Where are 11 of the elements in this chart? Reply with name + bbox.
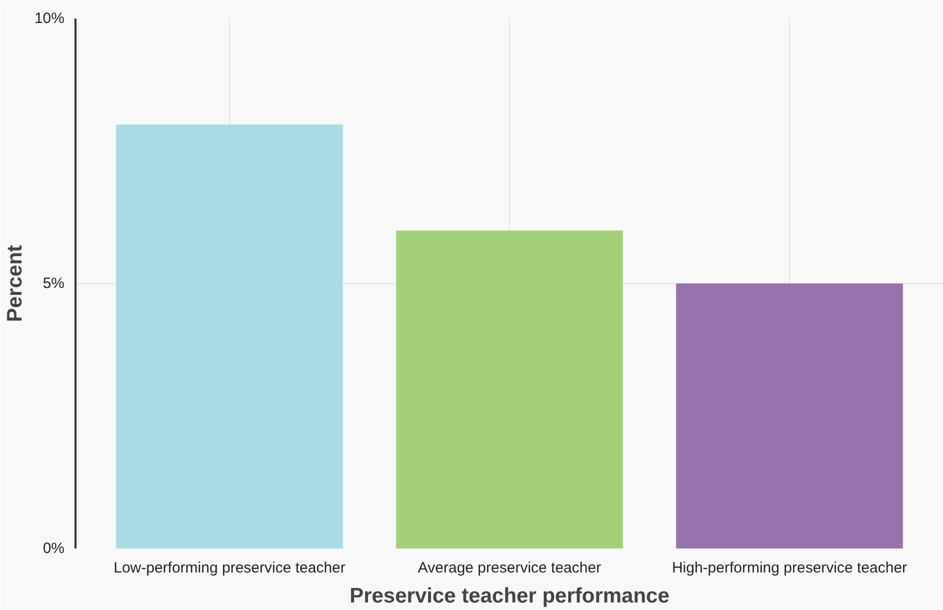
x-tick-label: High-performing preservice teacher: [672, 560, 908, 576]
x-tick-label: Low-performing preservice teacher: [114, 560, 346, 576]
bar: [676, 284, 903, 548]
x-axis-title: Preservice teacher performance: [350, 584, 670, 608]
bar: [396, 230, 623, 548]
y-axis-title: Percent: [3, 244, 26, 322]
bar: [116, 124, 343, 548]
y-tick-label: 10%: [34, 10, 65, 27]
y-tick-label: 0%: [42, 540, 65, 557]
x-tick-label: Average preservice teacher: [418, 560, 602, 576]
y-tick-label: 5%: [42, 275, 65, 292]
